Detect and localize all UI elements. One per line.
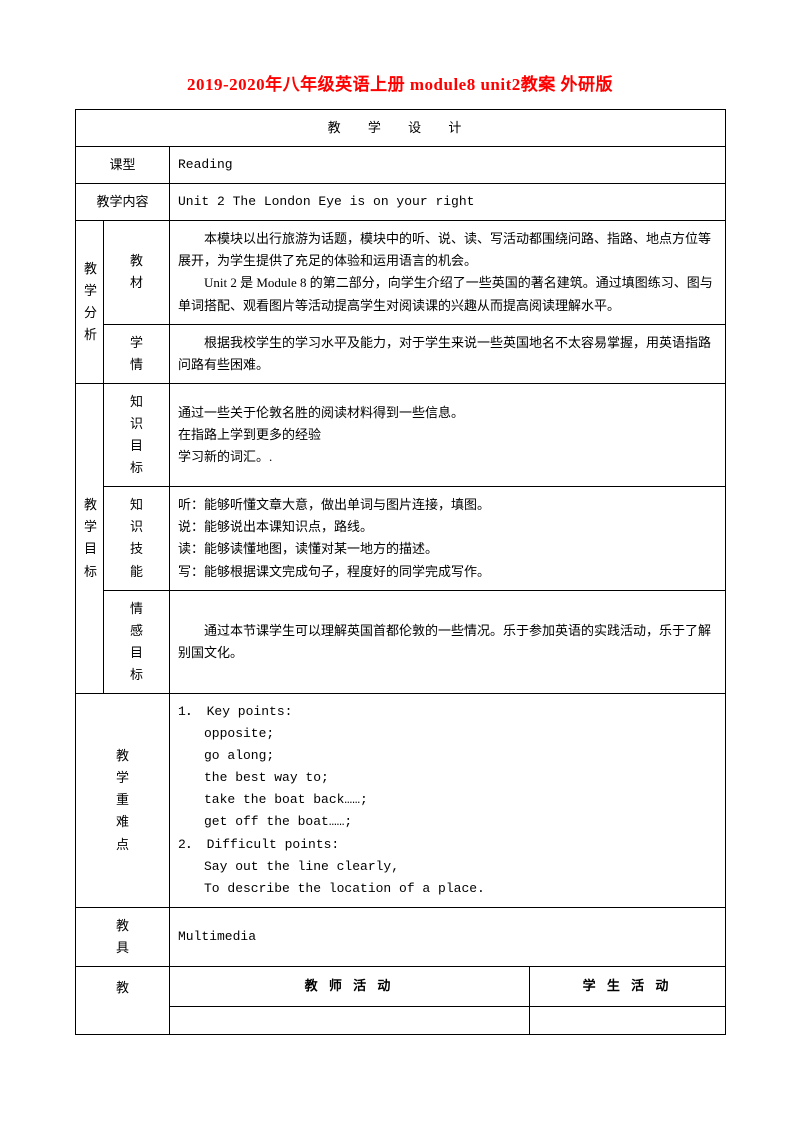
textbook-content: 本模块以出行旅游为话题，模块中的听、说、读、写活动都围绕问路、指路、地点方位等展…: [170, 221, 726, 324]
keypoints-content: 1． Key points: opposite; go along; the b…: [170, 693, 726, 907]
student-situation-content: 根据我校学生的学习水平及能力，对于学生来说一些英国地名不太容易掌握，用英语指路问…: [170, 324, 726, 383]
knowledge-line-3: 学习新的词汇。.: [178, 446, 717, 468]
skills-objective-content: 听：能够听懂文章大意，做出单词与图片连接，填图。 说：能够说出本课知识点，路线。…: [170, 487, 726, 590]
analysis-label: 教 学 分 析: [76, 221, 104, 384]
emotion-objective-label-text: 情 感 目 标: [130, 601, 143, 682]
teacher-activity-header: 教 师 活 动: [170, 967, 530, 1007]
skills-line-4: 写：能够根据课文完成句子，程度好的同学完成写作。: [178, 561, 717, 583]
row-activities-empty: [76, 1006, 726, 1034]
skills-objective-label-text: 知 识 技 能: [130, 497, 143, 578]
lesson-type-label: 课型: [76, 147, 170, 184]
objectives-label-text: 教 学 目 标: [84, 497, 97, 578]
textbook-label-text: 教 材: [130, 253, 143, 290]
skills-line-2: 说：能够说出本课知识点，路线。: [178, 516, 717, 538]
tools-value: Multimedia: [170, 907, 726, 966]
emotion-objective-content: 通过本节课学生可以理解英国首都伦敦的一些情况。乐于参加英语的实践活动，乐于了解别…: [170, 590, 726, 693]
analysis-label-text: 教 学 分 析: [84, 261, 97, 342]
textbook-para-1: 本模块以出行旅游为话题，模块中的听、说、读、写活动都围绕问路、指路、地点方位等展…: [178, 228, 717, 272]
emotion-objective-label: 情 感 目 标: [104, 590, 170, 693]
teaching-content-value: Unit 2 The London Eye is on your right: [170, 184, 726, 221]
knowledge-objective-label-text: 知 识 目 标: [130, 394, 143, 475]
skills-line-1: 听：能够听懂文章大意，做出单词与图片连接，填图。: [178, 494, 717, 516]
process-label-text: 教: [116, 980, 129, 995]
kp-item-2: go along;: [178, 745, 717, 767]
textbook-para-2: Unit 2 是 Module 8 的第二部分，向学生介绍了一些英国的著名建筑。…: [178, 272, 717, 316]
process-label-continue: [76, 1006, 170, 1034]
student-activity-cell: [530, 1006, 726, 1034]
row-activities-header: 教 教 师 活 动 学 生 活 动: [76, 967, 726, 1007]
doc-title: 2019-2020年八年级英语上册 module8 unit2教案 外研版: [75, 70, 725, 95]
row-analysis-students: 学 情 根据我校学生的学习水平及能力，对于学生来说一些英国地名不太容易掌握，用英…: [76, 324, 726, 383]
kp-title-2: 2． Difficult points:: [178, 834, 717, 856]
dp-item-2: To describe the location of a place.: [178, 878, 717, 900]
design-header: 教 学 设 计: [76, 110, 726, 147]
kp-item-5: get off the boat……;: [178, 811, 717, 833]
row-objective-skills: 知 识 技 能 听：能够听懂文章大意，做出单词与图片连接，填图。 说：能够说出本…: [76, 487, 726, 590]
row-objective-knowledge: 教 学 目 标 知 识 目 标 通过一些关于伦敦名胜的阅读材料得到一些信息。 在…: [76, 383, 726, 486]
lesson-type-value: Reading: [170, 147, 726, 184]
emotion-text: 通过本节课学生可以理解英国首都伦敦的一些情况。乐于参加英语的实践活动，乐于了解别…: [178, 620, 717, 664]
table-header-row: 教 学 设 计: [76, 110, 726, 147]
tools-label: 教 具: [76, 907, 170, 966]
keypoints-label-text: 教 学 重 难 点: [116, 748, 129, 851]
student-situation-label: 学 情: [104, 324, 170, 383]
student-activity-header: 学 生 活 动: [530, 967, 726, 1007]
teacher-activity-cell: [170, 1006, 530, 1034]
knowledge-line-2: 在指路上学到更多的经验: [178, 424, 717, 446]
dp-item-1: Say out the line clearly,: [178, 856, 717, 878]
knowledge-objective-label: 知 识 目 标: [104, 383, 170, 486]
skills-objective-label: 知 识 技 能: [104, 487, 170, 590]
lesson-plan-table: 教 学 设 计 课型 Reading 教学内容 Unit 2 The Londo…: [75, 109, 726, 1035]
row-keypoints: 教 学 重 难 点 1． Key points: opposite; go al…: [76, 693, 726, 907]
kp-title-1: 1． Key points:: [178, 701, 717, 723]
keypoints-label: 教 学 重 难 点: [76, 693, 170, 907]
row-objective-emotion: 情 感 目 标 通过本节课学生可以理解英国首都伦敦的一些情况。乐于参加英语的实践…: [76, 590, 726, 693]
kp-item-4: take the boat back……;: [178, 789, 717, 811]
textbook-label: 教 材: [104, 221, 170, 324]
process-label: 教: [76, 967, 170, 1007]
student-situation-text: 根据我校学生的学习水平及能力，对于学生来说一些英国地名不太容易掌握，用英语指路问…: [178, 332, 717, 376]
objectives-label: 教 学 目 标: [76, 383, 104, 693]
skills-line-3: 读：能够读懂地图，读懂对某一地方的描述。: [178, 538, 717, 560]
kp-item-1: opposite;: [178, 723, 717, 745]
knowledge-line-1: 通过一些关于伦敦名胜的阅读材料得到一些信息。: [178, 402, 717, 424]
student-situation-label-text: 学 情: [130, 335, 143, 372]
knowledge-objective-content: 通过一些关于伦敦名胜的阅读材料得到一些信息。 在指路上学到更多的经验 学习新的词…: [170, 383, 726, 486]
row-tools: 教 具 Multimedia: [76, 907, 726, 966]
row-teaching-content: 教学内容 Unit 2 The London Eye is on your ri…: [76, 184, 726, 221]
row-analysis-textbook: 教 学 分 析 教 材 本模块以出行旅游为话题，模块中的听、说、读、写活动都围绕…: [76, 221, 726, 324]
teaching-content-label: 教学内容: [76, 184, 170, 221]
kp-item-3: the best way to;: [178, 767, 717, 789]
tools-label-text: 教 具: [116, 918, 129, 955]
row-lesson-type: 课型 Reading: [76, 147, 726, 184]
